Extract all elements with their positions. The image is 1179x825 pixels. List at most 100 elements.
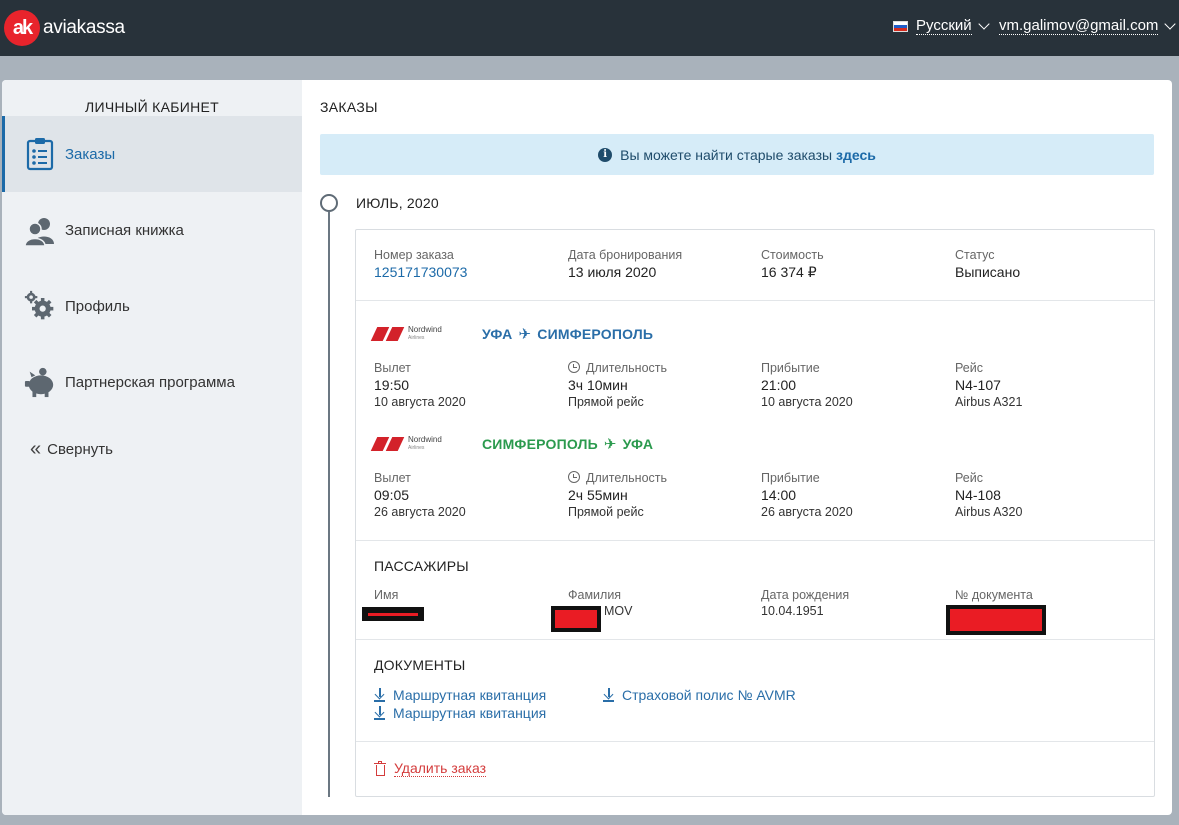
- order-number-label: Номер заказа: [374, 248, 454, 262]
- logo-text: aviakassa: [43, 17, 125, 38]
- arrival-date: 10 августа 2020: [761, 395, 853, 409]
- divider: [356, 300, 1154, 301]
- gears-icon: [24, 289, 56, 323]
- delete-order-button[interactable]: Удалить заказ: [374, 760, 487, 777]
- duration-label: Длительность: [586, 471, 668, 485]
- info-icon: i: [598, 147, 613, 162]
- order-number-link[interactable]: 125171730073: [374, 264, 468, 280]
- aviakassa-logo[interactable]: ak aviakassa: [4, 10, 125, 46]
- download-icon: [374, 688, 385, 702]
- order-card: Номер заказа 125171730073 Дата бронирова…: [355, 229, 1155, 797]
- divider: [356, 540, 1154, 541]
- arrival-cell: Прибытие 14:00 26 августа 2020: [761, 471, 853, 519]
- collapse-label: Свернуть: [47, 441, 113, 458]
- document-link-label: Страховой полис № AVMR: [622, 687, 796, 703]
- account-panel: ЛИЧНЫЙ КАБИНЕТ Заказы: [2, 80, 1172, 815]
- status-cell: Статус Выписано: [955, 248, 1020, 280]
- price-label: Стоимость: [761, 248, 824, 262]
- documents-title: ДОКУМЕНТЫ: [374, 657, 466, 673]
- duration-label: Длительность: [586, 361, 668, 375]
- sidebar-item-label: Заказы: [65, 145, 116, 163]
- booking-date-cell: Дата бронирования 13 июля 2020: [568, 248, 682, 280]
- sidebar-item-orders[interactable]: Заказы: [2, 116, 302, 192]
- passenger-name-cell: Имя: [374, 588, 398, 602]
- trash-icon: [374, 760, 386, 776]
- birth-date-label: Дата рождения: [761, 588, 850, 602]
- redacted-name: [362, 607, 424, 621]
- duration-cell: Длительность 3ч 10мин Прямой рейс: [568, 361, 667, 409]
- itinerary-receipt-link[interactable]: Маршрутная квитанция: [374, 705, 546, 721]
- flight-number: N4-108: [955, 487, 1001, 503]
- duration: 2ч 55мин: [568, 487, 628, 503]
- nordwind-logo: Nordwind Airlines: [370, 324, 466, 344]
- info-text: Вы можете найти старые заказы: [620, 146, 833, 163]
- departure-cell: Вылет 19:50 10 августа 2020: [374, 361, 466, 409]
- flight-number: N4-107: [955, 377, 1001, 393]
- logo-mark: ak: [4, 10, 40, 46]
- user-menu[interactable]: vm.galimov@gmail.com: [999, 17, 1177, 35]
- airline-name: Nordwind: [408, 325, 442, 334]
- arrival-label: Прибытие: [761, 361, 820, 375]
- route-ufa-simferopol: УФА ✈ СИМФЕРОПОЛЬ: [482, 325, 653, 343]
- arrival-time: 21:00: [761, 377, 797, 393]
- timeline-marker: [320, 194, 338, 212]
- airline-sub: Airlines: [408, 445, 425, 451]
- flight-cell: Рейс N4-108 Airbus A320: [955, 471, 1022, 519]
- clock-icon: [568, 471, 580, 483]
- insurance-policy-link[interactable]: Страховой полис № AVMR: [603, 687, 796, 703]
- document-number-cell: № документа: [955, 588, 1033, 602]
- price-cell: Стоимость 16 374 ₽: [761, 248, 824, 281]
- route-from: СИМФЕРОПОЛЬ: [482, 436, 598, 452]
- download-icon: [374, 706, 385, 720]
- sidebar-item-profile[interactable]: Профиль: [2, 268, 302, 344]
- flight-route-row: Nordwind Airlines СИМФЕРОПОЛЬ ✈ УФА: [370, 434, 653, 454]
- departure-time: 19:50: [374, 377, 410, 393]
- route-to: СИМФЕРОПОЛЬ: [537, 326, 654, 342]
- passengers-title: ПАССАЖИРЫ: [374, 558, 469, 574]
- departure-date: 26 августа 2020: [374, 505, 466, 519]
- document-link-label: Маршрутная квитанция: [393, 705, 547, 721]
- aircraft: Airbus A320: [955, 505, 1023, 519]
- arrival-cell: Прибытие 21:00 10 августа 2020: [761, 361, 853, 409]
- departure-label: Вылет: [374, 361, 411, 375]
- language-selector[interactable]: Русский: [893, 17, 990, 35]
- surname-label: Фамилия: [568, 588, 622, 602]
- flight-label: Рейс: [955, 471, 983, 485]
- month-heading: ИЮЛЬ, 2020: [356, 195, 439, 211]
- chevron-down-icon: [1164, 17, 1177, 30]
- departure-time: 09:05: [374, 487, 410, 503]
- old-orders-info-banner: i Вы можете найти старые заказы здесь: [320, 134, 1154, 175]
- plane-icon: ✈: [603, 436, 617, 453]
- top-bar: ak aviakassa Русский vm.galimov@gmail.co…: [0, 0, 1179, 56]
- sidebar-item-label: Профиль: [65, 297, 130, 315]
- delete-order-label: Удалить заказ: [394, 760, 487, 777]
- nordwind-logo: Nordwind Airlines: [370, 434, 466, 454]
- sidebar-item-partner-program[interactable]: Партнерская программа: [2, 344, 302, 420]
- collapse-sidebar-button[interactable]: « Свернуть: [30, 438, 113, 461]
- old-orders-link[interactable]: здесь: [836, 146, 876, 163]
- document-label: № документа: [955, 588, 1033, 602]
- airline-name: Nordwind: [408, 435, 442, 444]
- order-number-cell: Номер заказа 125171730073: [374, 248, 467, 280]
- sidebar-item-address-book[interactable]: Записная книжка: [2, 192, 302, 268]
- clipboard-icon: [24, 137, 56, 171]
- route-simferopol-ufa: СИМФЕРОПОЛЬ ✈ УФА: [482, 435, 653, 453]
- departure-label: Вылет: [374, 471, 411, 485]
- language-label: Русский: [916, 17, 972, 35]
- timeline-line: [328, 212, 330, 797]
- route-from: УФА: [482, 326, 513, 342]
- duration-cell: Длительность 2ч 55мин Прямой рейс: [568, 471, 667, 519]
- itinerary-receipt-link[interactable]: Маршрутная квитанция: [374, 687, 546, 703]
- chevron-down-icon: [978, 17, 990, 30]
- airline-sub: Airlines: [408, 335, 425, 341]
- divider: [356, 741, 1154, 742]
- arrival-date: 26 августа 2020: [761, 505, 853, 519]
- birth-date: 10.04.1951: [761, 604, 824, 618]
- piggy-bank-icon: [24, 365, 56, 399]
- document-link-label: Маршрутная квитанция: [393, 687, 547, 703]
- passenger-surname-cell: Фамилия MOV: [568, 588, 632, 618]
- booking-date-label: Дата бронирования: [568, 248, 683, 262]
- sidebar: ЛИЧНЫЙ КАБИНЕТ Заказы: [2, 80, 302, 815]
- user-email: vm.galimov@gmail.com: [999, 17, 1159, 35]
- direct-flight: Прямой рейс: [568, 395, 644, 409]
